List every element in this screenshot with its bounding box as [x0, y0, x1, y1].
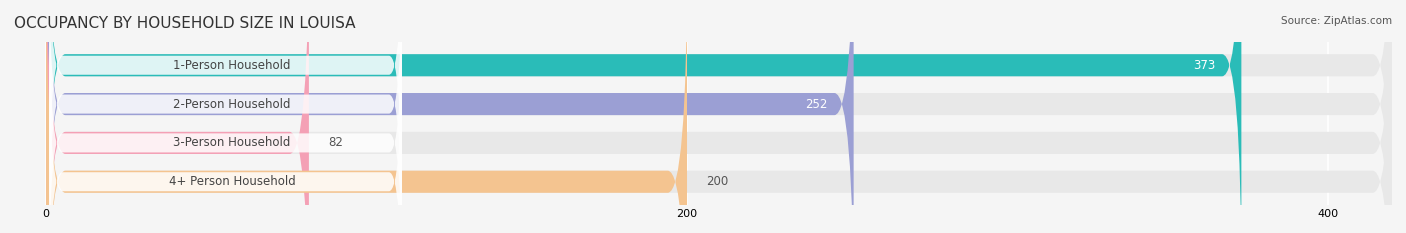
FancyBboxPatch shape [49, 36, 402, 233]
FancyBboxPatch shape [49, 0, 402, 233]
Text: 4+ Person Household: 4+ Person Household [169, 175, 295, 188]
Text: Source: ZipAtlas.com: Source: ZipAtlas.com [1281, 16, 1392, 26]
FancyBboxPatch shape [49, 0, 402, 211]
Text: 2-Person Household: 2-Person Household [173, 98, 291, 111]
Text: 1-Person Household: 1-Person Household [173, 59, 291, 72]
FancyBboxPatch shape [46, 0, 1392, 233]
FancyBboxPatch shape [46, 0, 1392, 233]
Text: 373: 373 [1194, 59, 1216, 72]
FancyBboxPatch shape [49, 0, 402, 233]
FancyBboxPatch shape [46, 0, 309, 233]
Text: 82: 82 [328, 136, 343, 149]
FancyBboxPatch shape [46, 0, 688, 233]
Text: 252: 252 [806, 98, 828, 111]
Text: OCCUPANCY BY HOUSEHOLD SIZE IN LOUISA: OCCUPANCY BY HOUSEHOLD SIZE IN LOUISA [14, 16, 356, 31]
FancyBboxPatch shape [46, 0, 1241, 233]
FancyBboxPatch shape [46, 0, 1392, 233]
FancyBboxPatch shape [46, 0, 1392, 233]
FancyBboxPatch shape [46, 0, 853, 233]
Text: 200: 200 [706, 175, 728, 188]
Text: 3-Person Household: 3-Person Household [173, 136, 291, 149]
